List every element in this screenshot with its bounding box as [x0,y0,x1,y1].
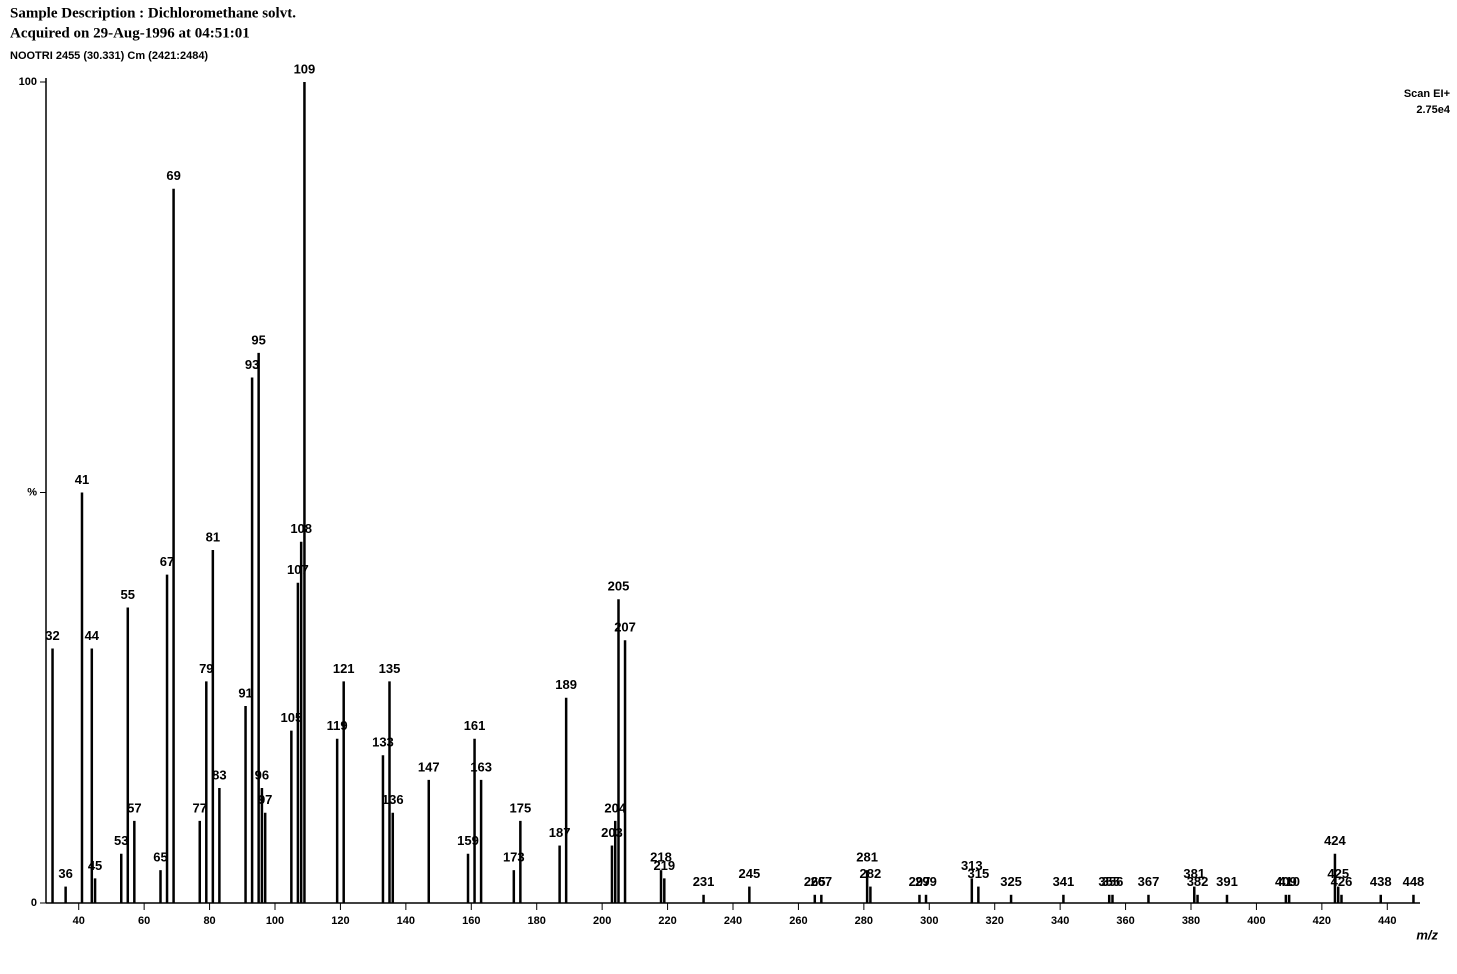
peak-label: 426 [1331,874,1353,889]
x-tick-label: 140 [397,915,415,927]
peak-label: 231 [693,874,715,889]
x-tick-label: 260 [789,915,807,927]
x-tick-label: 40 [73,915,85,927]
peak-label: 36 [58,866,72,881]
peak-label: 175 [510,800,532,815]
x-tick-label: 220 [658,915,676,927]
peak-label: 44 [85,628,100,643]
peak-label: 356 [1102,874,1124,889]
x-tick-label: 60 [138,915,150,927]
peak-label: 65 [153,850,167,865]
peak-label: 161 [464,718,486,733]
peak-label: 189 [555,677,577,692]
x-tick-label: 400 [1247,915,1265,927]
chart-subtitle: Acquired on 29-Aug-1996 at 04:51:01 [10,25,250,41]
x-tick-label: 100 [266,915,284,927]
peak-label: 108 [290,521,312,536]
peak-label: 218 [650,850,672,865]
peak-label: 367 [1138,874,1160,889]
peak-label: 313 [961,858,983,873]
x-tick-label: 240 [724,915,742,927]
peak-label: 97 [258,792,272,807]
peak-label: 32 [45,628,59,643]
x-tick-label: 360 [1116,915,1134,927]
peak-label: 424 [1324,833,1346,848]
x-tick-label: 280 [855,915,873,927]
peak-label: 355 [1098,874,1120,889]
peak-label: 409 [1275,874,1297,889]
x-tick-label: 440 [1378,915,1396,927]
x-tick-label: 80 [203,915,215,927]
peak-label: 55 [121,587,135,602]
x-tick-label: 120 [331,915,349,927]
peak-label: 382 [1187,874,1209,889]
peak-label: 325 [1000,874,1022,889]
peak-label: 135 [379,661,401,676]
peak-label: 96 [255,767,269,782]
peak-label: 93 [245,357,259,372]
peak-label: 53 [114,833,128,848]
peak-label: 410 [1278,874,1300,889]
peak-label: 81 [206,529,220,544]
peak-label: 281 [856,850,878,865]
peak-label: 207 [614,620,636,635]
peak-label: 245 [739,866,761,881]
peak-label: 391 [1216,874,1238,889]
peak-label: 57 [127,800,141,815]
peak-label: 41 [75,472,89,487]
peak-label: 83 [212,767,226,782]
peak-label: 438 [1370,874,1392,889]
peak-label: 219 [653,858,675,873]
peak-label: 205 [608,579,630,594]
x-tick-label: 340 [1051,915,1069,927]
peak-label: 265 [804,874,826,889]
peak-label: 109 [294,61,316,76]
x-tick-label: 200 [593,915,611,927]
peak-label: 45 [88,858,102,873]
x-tick-label: 160 [462,915,480,927]
peak-label: 147 [418,759,440,774]
peak-label: 95 [251,332,265,347]
peak-label: 282 [860,866,882,881]
x-tick-label: 420 [1313,915,1331,927]
sample-id: NOOTRI 2455 (30.331) Cm (2421:2484) [10,50,208,62]
peak-label: 67 [160,554,174,569]
x-tick-label: 380 [1182,915,1200,927]
peak-label: 136 [382,792,404,807]
peak-label: 91 [238,685,252,700]
scan-mode: Scan EI+ [1404,88,1450,100]
peak-label: 79 [199,661,213,676]
x-tick-label: 300 [920,915,938,927]
peak-label: 267 [810,874,832,889]
peak-label: 341 [1053,874,1075,889]
peak-label: 299 [915,874,937,889]
peak-label: 204 [604,800,626,815]
x-tick-label: 180 [528,915,546,927]
peak-label: 315 [968,866,990,881]
x-axis-label: m/z [1416,927,1438,942]
peak-label: 425 [1327,866,1349,881]
peak-label: 121 [333,661,355,676]
peak-label: 297 [909,874,931,889]
x-tick-label: 320 [986,915,1004,927]
y-tick-label: 100 [19,76,37,88]
peak-label: 381 [1183,866,1205,881]
intensity-scale: 2.75e4 [1416,104,1451,116]
y-tick-label: 0 [31,897,37,909]
y-tick-label: % [27,486,37,498]
peak-label: 119 [327,718,348,733]
chart-title: Sample Description : Dichloromethane sol… [10,5,296,21]
peak-label: 448 [1403,874,1425,889]
peak-label: 163 [470,759,492,774]
peak-label: 77 [193,800,207,815]
peak-label: 69 [166,168,180,183]
